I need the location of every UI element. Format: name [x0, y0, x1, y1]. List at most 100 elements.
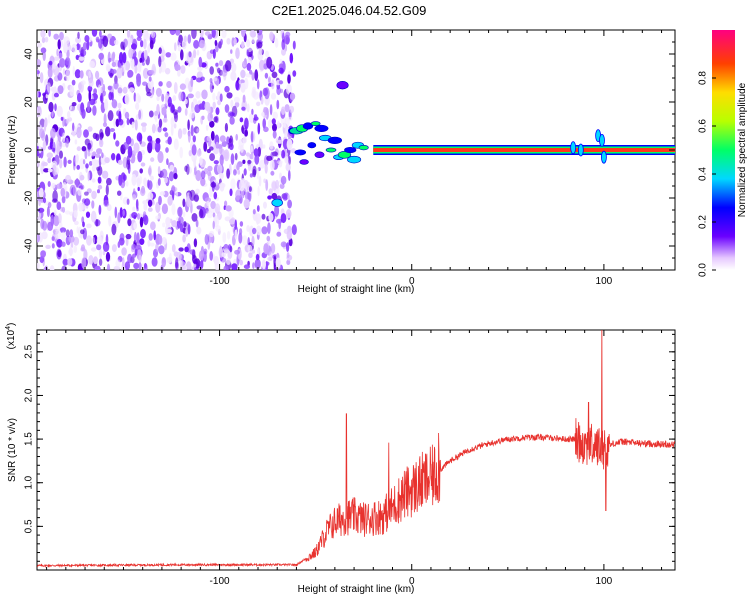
- noise-blob: [266, 235, 271, 242]
- noise-blob: [80, 184, 85, 190]
- snr-scale-base: (x10: [6, 329, 17, 349]
- noise-blob: [162, 222, 166, 228]
- noise-blob: [147, 180, 153, 191]
- noise-blob: [184, 246, 189, 253]
- noise-blob: [269, 31, 274, 41]
- noise-blob: [53, 33, 59, 40]
- noise-blob: [196, 149, 202, 157]
- noise-blob: [117, 241, 121, 249]
- noise-blob: [53, 209, 57, 216]
- noise-blob: [245, 152, 250, 157]
- noise-blob: [114, 206, 118, 219]
- noise-blob: [265, 179, 269, 191]
- noise-blob: [207, 165, 213, 172]
- noise-blob: [158, 195, 162, 206]
- noise-blob: [40, 30, 46, 38]
- noise-blob: [233, 169, 237, 176]
- noise-blob: [137, 61, 142, 73]
- noise-blob: [177, 206, 183, 217]
- noise-blob: [63, 156, 67, 168]
- noise-blob: [55, 229, 62, 240]
- noise-blob: [148, 110, 154, 118]
- noise-blob: [275, 257, 281, 269]
- noise-blob: [74, 139, 78, 145]
- noise-blob: [224, 104, 230, 113]
- noise-blob: [220, 182, 223, 187]
- x-tick-label: 0: [409, 276, 415, 287]
- noise-blob: [133, 262, 140, 270]
- noise-blob: [60, 142, 67, 148]
- noise-blob: [170, 116, 175, 127]
- noise-blob: [167, 195, 173, 206]
- noise-blob: [225, 205, 232, 212]
- noise-blob: [80, 244, 86, 252]
- noise-blob: [131, 174, 137, 186]
- noise-blob: [139, 238, 145, 246]
- noise-blob: [175, 30, 181, 36]
- noise-blob: [238, 79, 242, 85]
- noise-blob: [59, 58, 66, 68]
- noise-blob: [244, 129, 248, 137]
- noise-blob: [42, 197, 47, 204]
- noise-blob: [147, 207, 153, 212]
- noise-blob: [276, 86, 281, 96]
- signal-blob: [344, 146, 357, 154]
- noise-blob: [229, 116, 235, 125]
- noise-blob: [213, 116, 218, 123]
- noise-blob: [276, 231, 282, 237]
- noise-blob: [199, 39, 206, 49]
- noise-blob: [140, 162, 146, 167]
- noise-blob: [256, 205, 260, 212]
- noise-blob: [128, 37, 131, 50]
- noise-blob: [239, 221, 244, 227]
- noise-blob: [187, 93, 194, 99]
- noise-blob: [134, 119, 138, 131]
- colorbar-label: Normalized spectral amplitude: [737, 82, 748, 217]
- noise-blob: [170, 52, 177, 61]
- noise-blob: [81, 80, 86, 86]
- noise-blob: [267, 78, 271, 83]
- noise-blob: [91, 200, 95, 209]
- noise-blob: [111, 61, 117, 67]
- noise-blob: [123, 174, 127, 181]
- noise-blob: [63, 42, 68, 54]
- noise-blob: [229, 58, 235, 64]
- noise-blob: [213, 191, 218, 200]
- noise-blob: [218, 60, 224, 67]
- noise-blob: [174, 64, 181, 72]
- noise-blob: [53, 92, 59, 98]
- noise-blob: [46, 206, 50, 218]
- noise-blob: [73, 210, 78, 218]
- noise-blob: [67, 111, 71, 119]
- noise-blob: [147, 192, 154, 201]
- noise-blob: [102, 250, 106, 256]
- noise-blob: [196, 49, 200, 56]
- noise-blob: [119, 233, 125, 241]
- noise-blob: [93, 88, 97, 95]
- colorbar-tick-label: 0.2: [698, 215, 709, 229]
- noise-blob: [286, 252, 290, 259]
- x-tick-label: 0: [409, 576, 415, 587]
- noise-blob: [186, 163, 190, 176]
- noise-blob: [37, 207, 45, 213]
- noise-blob: [215, 225, 222, 232]
- noise-blob: [271, 79, 275, 90]
- noise-blob: [87, 150, 91, 157]
- noise-blob: [138, 262, 142, 270]
- noise-blob: [111, 223, 117, 236]
- noise-blob: [56, 105, 63, 117]
- noise-blob: [203, 141, 208, 152]
- noise-blob: [124, 93, 130, 105]
- noise-blob: [230, 217, 236, 227]
- signal-blob: [271, 198, 283, 207]
- noise-blob: [286, 138, 293, 151]
- noise-blob: [137, 186, 140, 192]
- noise-blob: [155, 243, 159, 253]
- noise-blob: [270, 243, 276, 254]
- noise-blob: [65, 174, 72, 183]
- noise-blob: [77, 187, 82, 196]
- noise-blob: [204, 197, 211, 203]
- noise-blob: [117, 190, 122, 196]
- noise-blob: [257, 186, 260, 197]
- noise-blob: [227, 250, 233, 260]
